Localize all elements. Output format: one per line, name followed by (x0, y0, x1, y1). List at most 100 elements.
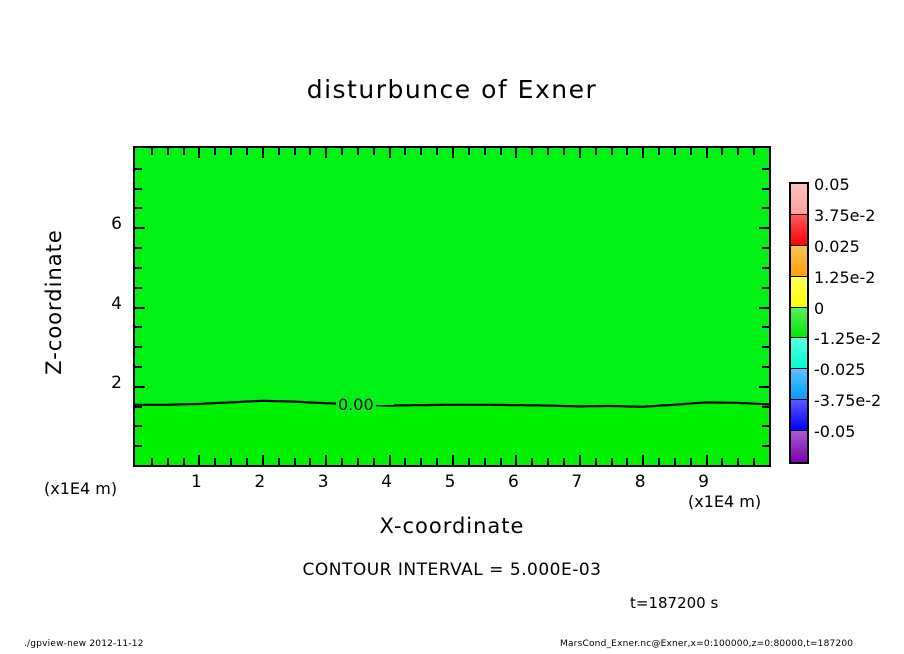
x-tick-top (309, 148, 312, 155)
x-tick-label: 4 (381, 472, 392, 492)
x-tick-top (531, 148, 534, 155)
plot-canvas (133, 146, 771, 467)
field-lower-fill (135, 400, 769, 465)
x-tick-top (341, 148, 344, 155)
x-tick-label: 1 (190, 472, 202, 492)
x-tick-label: 5 (444, 472, 456, 492)
x-tick-top (689, 148, 692, 155)
x-tick-top (499, 148, 502, 155)
colorbar-segment (791, 338, 807, 370)
x-tick-bottom (166, 458, 169, 465)
z-tick-label: 4 (111, 293, 122, 314)
x-tick-top (626, 148, 629, 155)
z-tick-right (762, 167, 769, 170)
colorbar-segment (791, 431, 807, 462)
colorbar-segment (791, 276, 807, 308)
x-tick-label: 9 (698, 472, 709, 492)
z-tick-left (135, 365, 142, 368)
colorbar-segment (791, 307, 807, 339)
colorbar-segment (791, 184, 807, 215)
contour-line-label: 0.00 (336, 395, 376, 414)
z-tick-right (762, 286, 769, 289)
x-tick-bottom (689, 458, 692, 465)
x-unit-right-label: (x1E4 m) (688, 492, 762, 511)
x-tick-top (436, 148, 439, 155)
x-tick-bottom (325, 455, 328, 465)
x-tick-top (198, 148, 201, 158)
x-tick-top (610, 148, 613, 155)
z-tick-label: 2 (111, 372, 122, 393)
colorbar-tick-label: -3.75e-2 (814, 391, 882, 411)
z-tick-left (135, 247, 142, 250)
z-tick-right (762, 187, 769, 190)
zero-contour-line (135, 399, 769, 408)
x-tick-bottom (594, 458, 597, 465)
x-tick-top (214, 148, 217, 155)
z-tick-left (135, 167, 142, 170)
x-tick-top (245, 148, 248, 155)
colorbar-tick-label: -1.25e-2 (814, 329, 882, 349)
z-tick-left (135, 306, 145, 309)
colorbar-tick-label: -0.05 (814, 422, 856, 442)
x-tick-top (388, 148, 391, 158)
z-tick-right (762, 365, 769, 368)
z-tick-left (135, 266, 142, 269)
z-tick-left (135, 385, 145, 388)
x-tick-label: 7 (571, 472, 583, 492)
x-tick-bottom (705, 455, 708, 465)
x-tick-bottom (642, 455, 645, 465)
x-tick-top (356, 148, 359, 155)
x-tick-bottom (214, 458, 217, 465)
colorbar-segment (791, 400, 807, 431)
z-tick-left (135, 227, 145, 230)
x-axis-title: X-coordinate (379, 514, 525, 538)
x-tick-top (737, 148, 740, 155)
colorbar-segment (791, 245, 807, 277)
z-tick-right (762, 326, 769, 329)
x-tick-bottom (658, 458, 661, 465)
x-tick-top (594, 148, 597, 155)
z-tick-right (759, 385, 769, 388)
x-tick-top (293, 148, 296, 155)
time-annotation: t=187200 s (630, 594, 719, 612)
x-tick-top (483, 148, 486, 155)
x-tick-bottom (562, 458, 565, 465)
colorbar-tick-label: 0.025 (814, 236, 860, 256)
x-tick-top (547, 148, 550, 155)
z-tick-left (135, 286, 142, 289)
x-tick-top (673, 148, 676, 155)
x-tick-bottom (610, 458, 613, 465)
colorbar-segment (791, 369, 807, 401)
x-tick-top (372, 148, 375, 155)
x-tick-top (182, 148, 185, 155)
x-tick-top (261, 148, 264, 158)
z-tick-right (762, 266, 769, 269)
x-tick-top (230, 148, 233, 155)
z-tick-left (135, 346, 142, 349)
x-tick-bottom (261, 455, 264, 465)
x-tick-bottom (547, 458, 550, 465)
x-tick-bottom (388, 455, 391, 465)
x-tick-top (467, 148, 470, 155)
x-tick-bottom (499, 458, 502, 465)
x-tick-label: 6 (507, 472, 519, 492)
x-tick-bottom (356, 458, 359, 465)
colorbar-tick-label: -0.025 (814, 360, 866, 380)
x-tick-top (642, 148, 645, 158)
x-tick-top (515, 148, 518, 158)
x-tick-bottom (483, 458, 486, 465)
x-tick-bottom (293, 458, 296, 465)
x-tick-label: 3 (317, 472, 329, 492)
x-tick-bottom (753, 458, 756, 465)
colorbar (789, 182, 809, 464)
x-tick-bottom (436, 458, 439, 465)
colorbar-tick-label: 3.75e-2 (814, 205, 876, 225)
x-tick-bottom (182, 458, 185, 465)
z-tick-right (762, 207, 769, 210)
colorbar-tick-label: 0 (814, 298, 825, 318)
x-tick-top (658, 148, 661, 155)
x-tick-bottom (404, 458, 407, 465)
footer-right-text: MarsCond_Exner.nc@Exner,x=0:100000,z=0:8… (560, 639, 854, 649)
x-tick-bottom (737, 458, 740, 465)
contour-layer (135, 389, 769, 465)
